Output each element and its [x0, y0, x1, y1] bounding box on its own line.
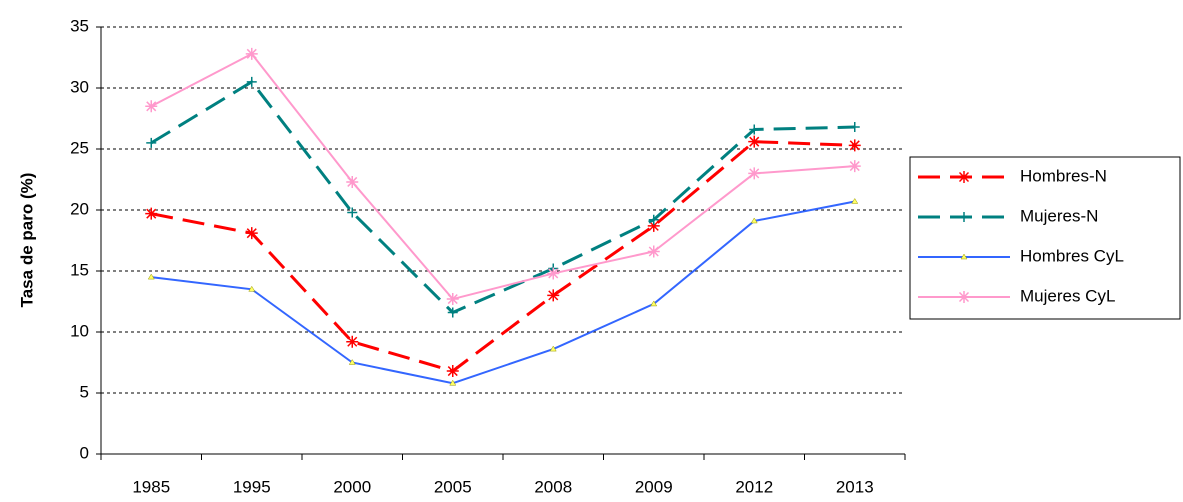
marker [446, 293, 459, 306]
marker [648, 214, 659, 225]
y-tick-label: 5 [80, 382, 89, 401]
marker-shape [749, 124, 760, 135]
marker-shape [851, 197, 859, 204]
marker [549, 345, 557, 352]
marker-shape [748, 167, 761, 180]
series-line [150, 52, 855, 301]
marker [647, 219, 660, 232]
marker-shape [446, 293, 459, 306]
y-tick-label: 30 [70, 77, 89, 96]
marker [347, 207, 358, 218]
marker-shape [650, 300, 658, 307]
marker [958, 171, 970, 183]
x-tick-label: 2012 [735, 477, 773, 496]
legend-label: Mujeres CyL [1020, 286, 1115, 305]
marker-shape [958, 291, 970, 303]
marker [647, 245, 660, 258]
marker-shape [348, 359, 356, 365]
marker [851, 197, 859, 204]
marker [958, 291, 970, 303]
y-tick-label: 10 [70, 321, 89, 340]
marker [848, 160, 861, 173]
marker [749, 124, 760, 135]
marker-shape [849, 122, 860, 133]
marker [748, 135, 761, 148]
y-tick-label: 25 [70, 138, 89, 157]
marker [248, 285, 256, 292]
marker-shape [748, 135, 761, 148]
x-tick-label: 2008 [534, 477, 572, 496]
marker-shape [245, 47, 258, 60]
marker-shape [848, 160, 861, 173]
marker [547, 289, 560, 302]
marker-shape [750, 217, 758, 224]
marker [848, 139, 861, 152]
y-tick-label: 20 [70, 199, 89, 218]
marker-shape [347, 207, 358, 218]
marker [849, 122, 860, 133]
marker [246, 76, 257, 87]
marker [147, 273, 155, 280]
marker [145, 207, 158, 220]
x-tick-label: 1995 [233, 477, 271, 496]
marker-shape [547, 289, 560, 302]
marker [650, 300, 658, 307]
y-axis-label: Tasa de paro (%) [17, 173, 36, 308]
x-tick-label: 2009 [635, 477, 673, 496]
marker-shape [248, 285, 256, 292]
marker [959, 212, 969, 222]
x-tick-label: 2000 [333, 477, 371, 496]
marker-shape [447, 307, 458, 318]
marker [245, 227, 258, 240]
marker [748, 167, 761, 180]
series-line [151, 200, 855, 385]
marker-shape [245, 227, 258, 240]
marker-shape [959, 212, 969, 222]
marker [346, 335, 359, 348]
marker [449, 379, 457, 386]
marker-shape [547, 267, 560, 280]
marker [348, 359, 356, 365]
legend-label: Hombres-N [1020, 166, 1107, 185]
y-tick-label: 0 [80, 443, 89, 462]
marker [960, 253, 968, 260]
marker [146, 137, 157, 148]
marker-shape [145, 100, 158, 113]
marker [547, 267, 560, 280]
marker [446, 365, 459, 378]
marker-shape [246, 76, 257, 87]
legend-label: Mujeres-N [1020, 206, 1098, 225]
marker-shape [848, 139, 861, 152]
marker-shape [648, 214, 659, 225]
marker-shape [146, 137, 157, 148]
x-tick-label: 2013 [836, 477, 874, 496]
y-tick-label: 15 [70, 260, 89, 279]
x-tick-label: 1985 [132, 477, 170, 496]
marker-shape [549, 345, 557, 352]
marker-shape [346, 335, 359, 348]
series-line [150, 140, 855, 373]
legend-box [909, 156, 1181, 320]
marker-shape [960, 253, 968, 260]
marker [346, 175, 359, 188]
marker-shape [446, 365, 459, 378]
marker-shape [958, 171, 970, 183]
marker [245, 47, 258, 60]
marker-shape [449, 379, 457, 386]
marker [145, 100, 158, 113]
marker-shape [346, 175, 359, 188]
marker-shape [647, 245, 660, 258]
marker-shape [647, 219, 660, 232]
legend-label: Hombres CyL [1020, 246, 1124, 265]
marker [447, 307, 458, 318]
x-tick-label: 2005 [434, 477, 472, 496]
marker-shape [145, 207, 158, 220]
marker [750, 217, 758, 224]
series-line [150, 79, 855, 315]
y-tick-label: 35 [70, 16, 89, 35]
marker-shape [147, 273, 155, 280]
